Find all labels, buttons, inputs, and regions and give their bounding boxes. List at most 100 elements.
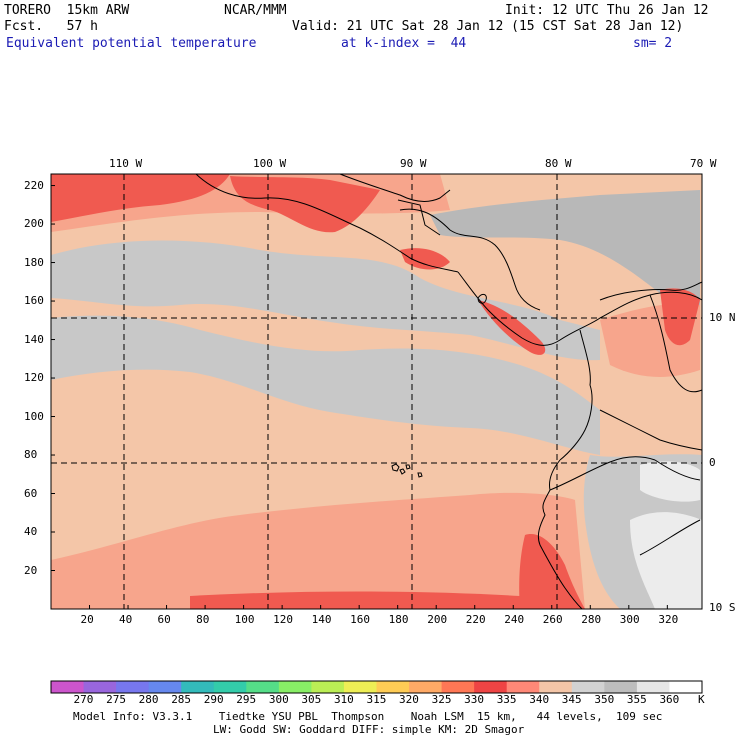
colorbar-swatch xyxy=(506,681,540,693)
colorbar-label: 315 xyxy=(366,693,387,706)
hot-colombia-east xyxy=(660,288,700,346)
org-label: NCAR/MMM xyxy=(224,3,287,18)
x-tick-label: 80 xyxy=(196,613,210,626)
colorbar-frame xyxy=(50,680,703,694)
colorbar-label: 320 xyxy=(399,693,419,706)
colorbar-label: 285 xyxy=(171,693,192,706)
level-label: at k-index = 44 xyxy=(341,36,467,51)
hot-peru-coast xyxy=(519,534,585,609)
colorbar-swatch xyxy=(604,681,638,693)
model-info: Model Info: V3.3.1 Tiedtke YSU PBL Thomp… xyxy=(73,710,663,723)
colorbar-swatch xyxy=(51,681,85,693)
venezuela-coast xyxy=(599,281,703,301)
coastlines xyxy=(195,173,703,610)
colorbar-label: 305 xyxy=(301,693,322,706)
colorbar-label: 340 xyxy=(529,693,550,706)
lat-label-10n: 10 N xyxy=(709,311,736,324)
axis-ticks xyxy=(51,185,668,609)
colorbar-label: 290 xyxy=(203,693,224,706)
colorbar-swatch xyxy=(669,681,703,693)
colorbar-swatch xyxy=(213,681,247,693)
y-tick-label: 120 xyxy=(24,371,44,385)
colorbar-swatch xyxy=(343,681,377,693)
colorbar-swatch xyxy=(116,681,150,693)
x-tick-label: 140 xyxy=(311,613,332,626)
lat-label-0: 0 xyxy=(709,456,716,469)
map-frame xyxy=(50,173,703,610)
border-colombia xyxy=(559,329,593,461)
colorbar-label: 275 xyxy=(106,693,126,706)
forecast-hour: Fcst. 57 h xyxy=(4,19,98,34)
hot-south-strip xyxy=(190,591,520,609)
colorbar-label: 300 xyxy=(268,693,289,706)
y-tick-label: 180 xyxy=(24,255,44,269)
gridlines xyxy=(51,174,702,609)
colorbar-swatch xyxy=(148,681,182,693)
caribbean-coast xyxy=(399,208,541,311)
colorbar-label: 330 xyxy=(464,693,485,706)
colorbar-swatch xyxy=(441,681,475,693)
colorbar-unit: K xyxy=(698,693,705,706)
y-tick-label: 80 xyxy=(24,448,38,462)
x-tick-label: 60 xyxy=(157,613,171,626)
mexico-coast xyxy=(195,173,459,273)
physics-info: LW: Godd SW: Goddard DIFF: simple KM: 2D… xyxy=(213,723,525,736)
colorbar-label: 295 xyxy=(236,693,257,706)
colorbar-swatch xyxy=(571,681,605,693)
border-brazil-colombia xyxy=(599,409,703,451)
field-shading xyxy=(51,174,702,609)
lat-label-10s: 10 S xyxy=(709,601,736,614)
y-tick-label: 140 xyxy=(24,332,44,346)
y-tick-label: 200 xyxy=(24,217,44,231)
lake-nicaragua xyxy=(477,293,487,304)
colorbar-swatch xyxy=(246,681,280,693)
lon-label-80w: 80 W xyxy=(545,157,572,170)
y-tick-label: 220 xyxy=(24,178,44,192)
colorbar-swatch xyxy=(636,681,670,693)
colorbar-swatch xyxy=(311,681,345,693)
cold-patch-east xyxy=(640,461,700,502)
gray-band-mid xyxy=(51,315,600,455)
lon-label-70w: 70 W xyxy=(690,157,717,170)
yucatan-gulf xyxy=(339,173,451,202)
border-mexico-guatemala xyxy=(397,199,441,236)
colorbar-label: 280 xyxy=(138,693,159,706)
warm-south-band xyxy=(51,492,585,609)
colorbar-swatch xyxy=(278,681,312,693)
gray-band-east xyxy=(430,190,700,320)
valid-time: Valid: 21 UTC Sat 28 Jan 12 (15 CST Sat … xyxy=(292,19,684,34)
field-name: Equivalent potential temperature xyxy=(6,36,257,51)
colorbar-swatch xyxy=(376,681,410,693)
hot-northwest xyxy=(51,174,230,222)
colorbar xyxy=(50,680,703,694)
south-america-coast xyxy=(537,459,583,610)
y-tick-label: 160 xyxy=(24,294,44,308)
colorbar-label: 325 xyxy=(431,693,452,706)
colorbar-swatch xyxy=(83,681,117,693)
x-tick-label: 220 xyxy=(465,613,486,626)
y-tick-label: 40 xyxy=(24,525,38,538)
colorbar-swatch xyxy=(474,681,508,693)
x-tick-label: 240 xyxy=(504,613,525,626)
init-time: Init: 12 UTC Thu 26 Jan 12 xyxy=(505,3,709,18)
border-ecuador-peru xyxy=(549,456,656,491)
y-tick-label: 60 xyxy=(24,486,38,500)
x-tick-label: 320 xyxy=(658,613,679,626)
border-peru-brazil xyxy=(654,459,701,481)
model-title: TORERO 15km ARW xyxy=(4,3,130,18)
border-peru-bolivia xyxy=(639,519,701,556)
x-tick-label: 260 xyxy=(542,613,563,626)
galapagos-islands xyxy=(391,463,423,478)
x-tick-label: 300 xyxy=(619,613,640,626)
y-tick-label: 100 xyxy=(24,409,44,423)
x-tick-label: 200 xyxy=(427,613,448,626)
lon-label-110w: 110 W xyxy=(109,157,143,170)
cold-patch-south xyxy=(630,512,702,609)
colorbar-swatch xyxy=(409,681,443,693)
x-tick-label: 180 xyxy=(388,613,409,626)
colorbar-label: 345 xyxy=(561,693,582,706)
x-tick-label: 160 xyxy=(350,613,371,626)
border-venezuela xyxy=(649,294,703,393)
smoothing-label: sm= 2 xyxy=(633,36,673,51)
